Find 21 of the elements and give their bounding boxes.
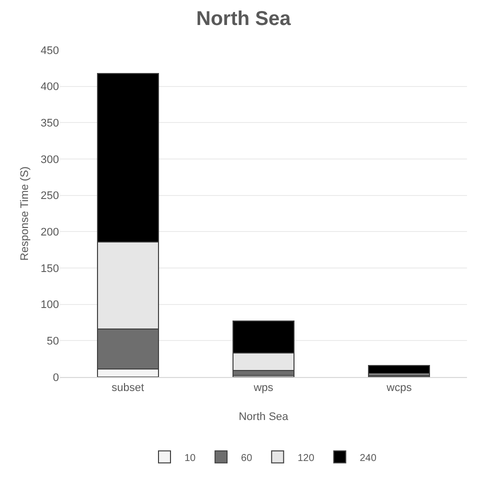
- x-tick-label: wps: [252, 382, 274, 394]
- legend-label: 240: [360, 452, 377, 464]
- y-tick-label: 350: [40, 118, 59, 130]
- y-tick-label: 0: [52, 372, 59, 384]
- legend-label: 120: [298, 452, 315, 464]
- y-axis-title: Response Time (S): [19, 166, 31, 261]
- legend-label: 60: [241, 452, 253, 464]
- y-tick-label: 100: [40, 299, 59, 312]
- y-tick-label: 450: [40, 44, 59, 57]
- y-tick-label: 400: [40, 81, 59, 94]
- chart-title: North Sea: [196, 8, 292, 30]
- y-tick-label: 150: [40, 262, 59, 275]
- x-tick-label: subset: [112, 382, 144, 394]
- bar: [368, 364, 430, 374]
- y-tick-label: 50: [46, 336, 59, 348]
- legend-label: 10: [184, 452, 196, 464]
- y-tick-label: 200: [40, 226, 59, 239]
- x-tick-label: wcps: [386, 382, 412, 394]
- x-axis-title: North Sea: [238, 411, 290, 423]
- y-tick-label: 300: [40, 154, 59, 166]
- y-tick-label: 250: [40, 190, 59, 202]
